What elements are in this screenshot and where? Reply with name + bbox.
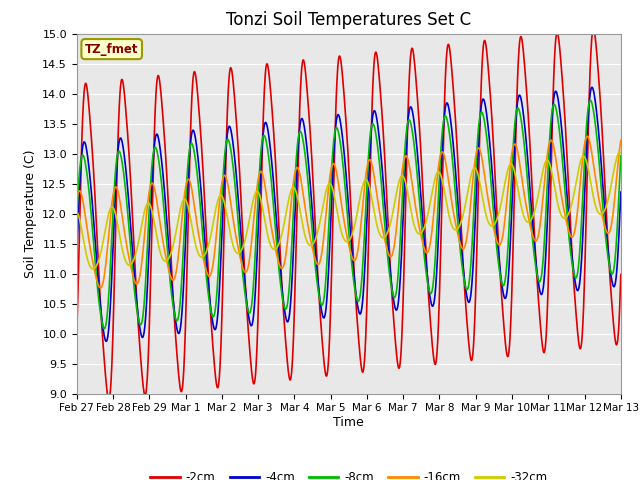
-4cm: [102, 338, 110, 344]
-2cm: [323, 372, 331, 377]
-2cm: [502, 340, 509, 346]
Line: -4cm: -4cm: [77, 87, 621, 341]
-4cm: [338, 127, 346, 133]
-8cm: [101, 325, 109, 331]
-32cm: [338, 230, 346, 236]
-4cm: [502, 295, 509, 301]
Line: -8cm: -8cm: [77, 100, 621, 329]
-4cm: [100, 335, 108, 340]
-4cm: [323, 292, 331, 298]
-32cm: [601, 206, 609, 212]
-16cm: [502, 212, 509, 217]
-8cm: [73, 211, 81, 217]
-16cm: [602, 226, 609, 232]
-16cm: [323, 199, 331, 204]
-4cm: [602, 216, 609, 221]
Legend: -2cm, -4cm, -8cm, -16cm, -32cm: -2cm, -4cm, -8cm, -16cm, -32cm: [145, 466, 552, 480]
-8cm: [502, 276, 509, 281]
-8cm: [617, 153, 625, 159]
-2cm: [73, 330, 81, 336]
-2cm: [338, 64, 346, 70]
-8cm: [338, 150, 346, 156]
-8cm: [323, 255, 331, 261]
-4cm: [588, 84, 596, 90]
-2cm: [105, 396, 113, 402]
-2cm: [100, 361, 108, 367]
Text: TZ_fmet: TZ_fmet: [85, 43, 138, 56]
Y-axis label: Soil Temperature (C): Soil Temperature (C): [24, 149, 36, 278]
-4cm: [617, 189, 625, 195]
-32cm: [502, 178, 509, 183]
-8cm: [602, 234, 609, 240]
-32cm: [73, 209, 81, 215]
Title: Tonzi Soil Temperatures Set C: Tonzi Soil Temperatures Set C: [226, 11, 472, 29]
-8cm: [602, 231, 609, 237]
X-axis label: Time: Time: [333, 416, 364, 429]
-4cm: [73, 248, 81, 253]
-32cm: [323, 184, 331, 190]
-32cm: [101, 229, 109, 235]
-2cm: [602, 191, 609, 196]
Line: -32cm: -32cm: [77, 152, 621, 269]
-2cm: [602, 196, 609, 202]
-32cm: [616, 149, 623, 155]
-32cm: [90, 266, 97, 272]
-16cm: [602, 225, 609, 231]
Line: -16cm: -16cm: [77, 136, 621, 288]
-16cm: [338, 203, 346, 208]
-32cm: [602, 206, 609, 212]
-8cm: [100, 326, 108, 332]
Line: -2cm: -2cm: [77, 29, 621, 399]
-32cm: [617, 150, 625, 156]
-16cm: [584, 133, 591, 139]
-4cm: [602, 219, 609, 225]
-16cm: [73, 196, 81, 202]
-16cm: [101, 269, 109, 275]
-16cm: [617, 138, 625, 144]
-8cm: [586, 97, 594, 103]
-16cm: [97, 285, 104, 291]
-2cm: [617, 272, 625, 277]
-2cm: [589, 26, 597, 32]
